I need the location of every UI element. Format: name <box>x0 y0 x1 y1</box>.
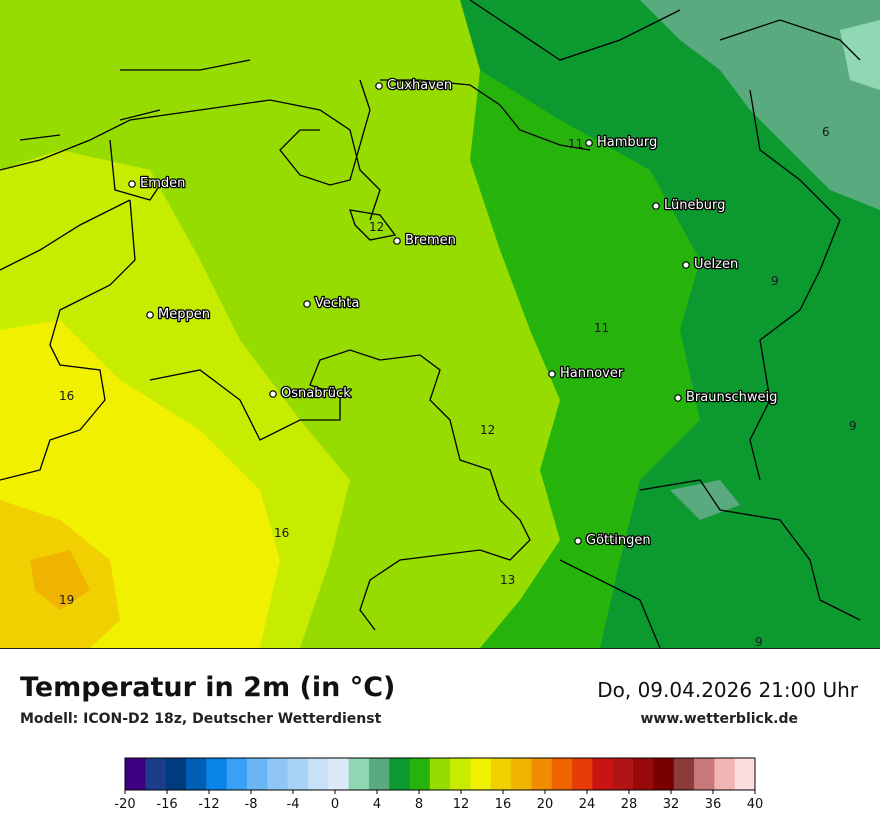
isotherm-labels: 11 6 12 9 11 16 12 9 16 13 19 9 <box>59 125 857 649</box>
legend-tick-label: -16 <box>156 797 177 812</box>
isotherm-label: 13 <box>500 573 515 587</box>
legend-color-step <box>226 758 248 790</box>
legend-color-step <box>287 758 309 790</box>
isotherm-label: 11 <box>568 137 583 151</box>
city-label-emden: Emden <box>140 176 185 191</box>
legend-tick-label: 28 <box>621 797 638 812</box>
legend-color-step <box>470 758 492 790</box>
legend-color-step <box>490 758 512 790</box>
legend-tick-label: 0 <box>331 797 339 812</box>
legend-tick-label: -12 <box>198 797 219 812</box>
legend-color-step <box>714 758 736 790</box>
forecast-datetime: Do, 09.04.2026 21:00 Uhr <box>597 678 858 702</box>
chart-title: Temperatur in 2m (in °C) <box>20 672 396 703</box>
isotherm-label: 9 <box>755 635 763 648</box>
city-label-braunschweig: Braunschweig <box>686 390 777 405</box>
legend-tick-label: -8 <box>245 797 258 812</box>
legend-color-step <box>368 758 390 790</box>
legend-color-step <box>185 758 207 790</box>
legend-tick-label: 20 <box>537 797 554 812</box>
legend-tick-label: 12 <box>453 797 470 812</box>
city-dot-uelzen <box>682 261 690 269</box>
legend-color-step <box>348 758 370 790</box>
legend-color-step <box>307 758 329 790</box>
legend-tick-label: 32 <box>663 797 680 812</box>
legend-tick-label: 8 <box>415 797 423 812</box>
legend-color-step <box>673 758 695 790</box>
legend-outline <box>124 757 756 791</box>
legend-bar <box>124 757 756 791</box>
legend-tick-label: -4 <box>287 797 300 812</box>
map-canvas: Cuxhaven Hamburg Emden Lüneburg Bremen U… <box>0 0 880 649</box>
city-label-meppen: Meppen <box>158 307 210 322</box>
city-dot-emden <box>128 180 136 188</box>
legend-color-step <box>734 758 756 790</box>
legend-color-step <box>125 758 146 790</box>
borders <box>0 0 861 649</box>
legend-color-step <box>633 758 654 790</box>
legend-color-step <box>429 758 451 790</box>
legend-tick-label: 36 <box>705 797 722 812</box>
city-dot-bremen <box>393 237 401 245</box>
isotherm-label: 16 <box>274 526 289 540</box>
temp-zone-20-22 <box>30 550 90 610</box>
legend-color-step <box>511 758 532 790</box>
isotherm-label: 6 <box>822 125 830 139</box>
temp-zone-2-4 <box>840 20 880 90</box>
isotherm-label: 12 <box>480 423 495 437</box>
temp-zone-4-6 <box>640 0 880 210</box>
model-info: Modell: ICON-D2 18z, Deutscher Wetterdie… <box>20 711 382 727</box>
city-dot-osnabrueck <box>269 390 277 398</box>
legend-color-step <box>592 758 614 790</box>
legend-color-step <box>531 758 553 790</box>
city-label-lueneburg: Lüneburg <box>664 198 725 213</box>
city-label-hamburg: Hamburg <box>597 135 657 150</box>
city-dot-lueneburg <box>652 202 660 210</box>
legend-tick-label: 24 <box>579 797 596 812</box>
legend-color-step <box>409 758 431 790</box>
legend-color-step <box>551 758 573 790</box>
legend-color-step <box>389 758 411 790</box>
isotherm-label: 16 <box>59 389 74 403</box>
city-dot-hannover <box>548 370 556 378</box>
legend-tick-label: 4 <box>373 797 381 812</box>
city-dot-goettingen <box>574 537 582 545</box>
isotherm-label: 19 <box>59 593 74 607</box>
isotherm-label: 9 <box>771 274 779 288</box>
city-label-bremen: Bremen <box>405 233 456 248</box>
legend-color-step <box>267 758 289 790</box>
legend-color-step <box>206 758 228 790</box>
city-dot-hamburg <box>585 139 593 147</box>
temperature-map: Cuxhaven Hamburg Emden Lüneburg Bremen U… <box>0 0 880 649</box>
legend-color-step <box>694 758 715 790</box>
website-credit: www.wetterblick.de <box>640 711 799 727</box>
legend-tick-label: 40 <box>747 797 764 812</box>
city-dot-cuxhaven <box>375 82 383 90</box>
legend-tick-label: 16 <box>495 797 512 812</box>
legend-color-step <box>165 758 187 790</box>
isotherm-label: 11 <box>594 321 609 335</box>
legend-color-step <box>572 758 593 790</box>
legend-tick-label: -20 <box>114 797 135 812</box>
legend-color-step <box>145 758 167 790</box>
legend-color-step <box>450 758 471 790</box>
isotherm-label: 12 <box>369 220 384 234</box>
legend-color-step <box>653 758 675 790</box>
city-dot-meppen <box>146 311 154 319</box>
city-label-vechta: Vechta <box>315 296 359 311</box>
city-label-uelzen: Uelzen <box>694 257 738 272</box>
isotherm-label: 9 <box>849 419 857 433</box>
city-label-cuxhaven: Cuxhaven <box>387 78 452 93</box>
legend-color-step <box>612 758 634 790</box>
legend-color-step <box>328 758 350 790</box>
city-markers: Cuxhaven Hamburg Emden Lüneburg Bremen U… <box>128 77 779 549</box>
city-label-hannover: Hannover <box>560 366 624 381</box>
legend-color-step <box>246 758 268 790</box>
city-dot-vechta <box>303 300 311 308</box>
city-label-goettingen: Göttingen <box>586 533 651 548</box>
legend-ticks: -20 -16 -12 -8 -4 0 4 8 12 16 20 24 28 32 36 40 <box>114 790 763 812</box>
color-scale-legend: -20 -16 -12 -8 -4 0 4 8 12 16 20 24 28 32 36 40 <box>114 757 763 812</box>
city-dot-braunschweig <box>674 394 682 402</box>
city-label-osnabrueck: Osnabrück <box>281 386 351 401</box>
